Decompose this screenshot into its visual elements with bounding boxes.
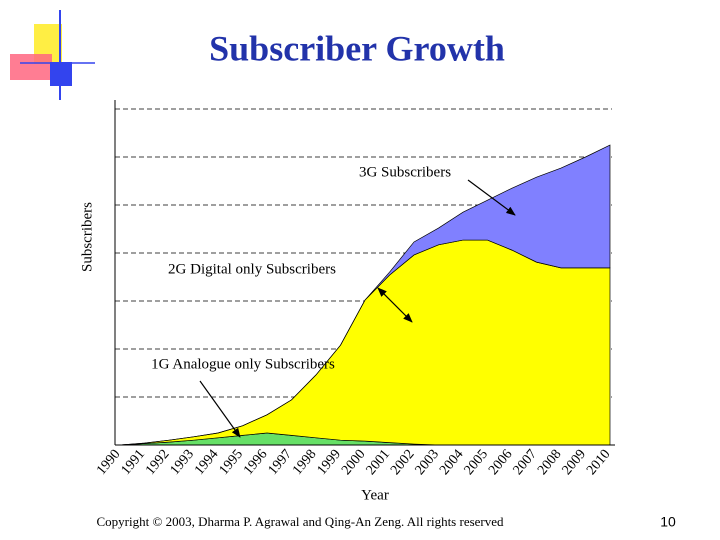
annotation-arrow [199,380,241,438]
chart-title: Subscriber Growth [209,28,505,68]
plot: 1990199119921993199419951996199719981999… [94,100,615,478]
series-label: 3G Subscribers [359,164,451,180]
x-tick-label: 2003 [413,447,442,478]
x-tick-label: 1995 [217,447,246,478]
x-tick-label: 1999 [315,447,344,478]
x-tick-label: 1991 [119,447,148,478]
x-tick-label: 2000 [339,447,368,478]
area-2 [119,144,611,446]
x-tick-label: 1990 [94,447,123,478]
x-tick-label: 1997 [266,447,295,478]
x-tick-label: 1998 [290,447,319,478]
x-tick-label: 2001 [364,447,393,478]
x-tick-label: 2006 [486,447,515,478]
x-tick-label: 2007 [511,447,540,478]
x-tick-label: 2004 [437,447,466,478]
series-label: 2G Digital only Subscribers [168,261,336,277]
x-tick-label: 1994 [192,447,221,478]
x-tick-label: 2008 [535,447,564,478]
page-number: 10 [660,514,676,530]
annotation-arrow [377,287,413,323]
x-tick-label: 2002 [388,447,417,478]
x-tick-label: 1993 [168,447,197,478]
x-tick-label: 2010 [584,447,613,478]
decoration [10,10,95,100]
x-tick-label: 1992 [143,447,172,478]
series-label: 1G Analogue only Subscribers [151,356,335,372]
x-tick-label: 1996 [241,447,270,478]
x-axis-label: Year [361,487,389,503]
annotation-arrow [467,179,516,216]
y-axis-label: Subscribers [79,202,95,272]
copyright: Copyright © 2003, Dharma P. Agrawal and … [96,514,504,529]
x-tick-label: 2009 [560,447,589,478]
x-tick-label: 2005 [462,447,491,478]
